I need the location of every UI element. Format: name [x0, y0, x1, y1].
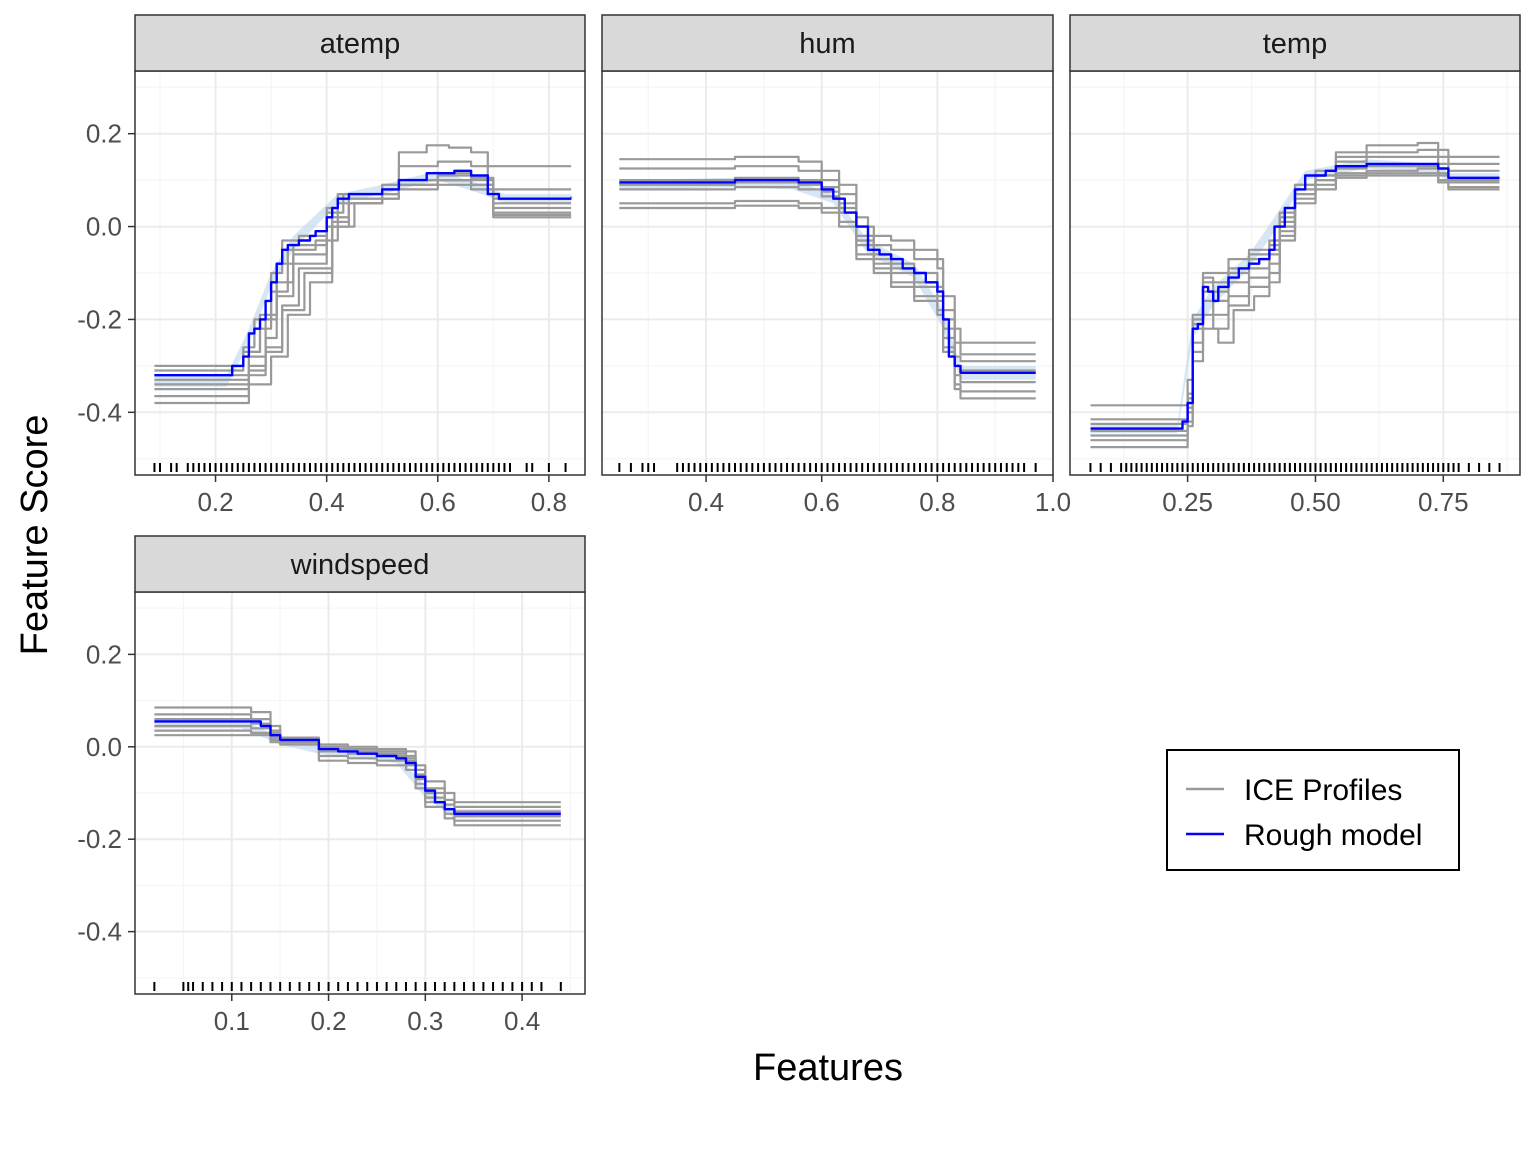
x-tick-label: 0.4 [309, 487, 345, 517]
y-axis-title: Feature Score [14, 415, 56, 656]
x-tick-label: 0.8 [531, 487, 567, 517]
plot-area-temp [1089, 141, 1501, 472]
ice-profile-line [1090, 174, 1500, 449]
ice-profile-line [154, 706, 561, 804]
y-tick-label: -0.2 [77, 304, 122, 334]
x-tick-label: 0.1 [214, 1006, 250, 1036]
facet-strip [134, 14, 586, 72]
x-tick-label: 0.50 [1290, 487, 1341, 517]
plot-area-windspeed [153, 706, 562, 991]
rough-model-line [619, 178, 1036, 374]
panel-windspeed: windspeed 0.1 0.2 0.3 0.4 0.2 0.0 -0.2 -0.4 [77, 535, 586, 1036]
x-tick-label: 0.25 [1162, 487, 1213, 517]
x-tick-label: 0.75 [1418, 487, 1469, 517]
x-tick-label: 0.6 [804, 487, 840, 517]
y-tick-label: 0.0 [86, 732, 122, 762]
facet-label-temp: temp [1263, 28, 1327, 60]
x-tick-label: 0.2 [310, 1006, 346, 1036]
legend-label-rough-model: Rough model [1244, 819, 1422, 852]
ice-profile-line [154, 713, 561, 808]
x-tick-label: 0.8 [919, 487, 955, 517]
x-axis-title: Features [753, 1047, 903, 1089]
x-tick-label: 1.0 [1035, 487, 1071, 517]
facet-strip [134, 535, 586, 593]
y-tick-label: 0.2 [86, 119, 122, 149]
x-tick-label: 0.4 [688, 487, 724, 517]
facet-label-windspeed: windspeed [290, 549, 430, 581]
y-tick-label: -0.2 [77, 824, 122, 854]
legend-label-ice-profiles: ICE Profiles [1244, 774, 1402, 807]
rough-model-line [154, 720, 561, 815]
y-tick-label: -0.4 [77, 397, 122, 427]
rough-model-line [1090, 162, 1500, 430]
x-tick-label: 0.4 [504, 1006, 540, 1036]
panel-atemp: atemp 0.2 0.4 0.6 0.8 0.2 0.0 -0.2 -0.4 [77, 14, 586, 517]
panels: atemp 0.2 0.4 0.6 0.8 0.2 0.0 -0.2 -0.4 hum 0.4 0.6… [77, 14, 1521, 1036]
y-tick-label: 0.0 [86, 212, 122, 242]
x-tick-label: 0.6 [420, 487, 456, 517]
y-tick-label: -0.4 [77, 917, 122, 947]
x-tick-label: 0.3 [407, 1006, 443, 1036]
x-tick-label: 0.2 [197, 487, 233, 517]
legend-box [1166, 749, 1460, 871]
y-tick-label: 0.2 [86, 639, 122, 669]
facet-label-hum: hum [799, 28, 855, 60]
panel-hum: hum 0.4 0.6 0.8 1.0 [601, 14, 1071, 517]
legend: ICE Profiles Rough model [1166, 749, 1460, 871]
facet-strip [601, 14, 1054, 72]
panel-temp: temp 0.25 0.50 0.75 [1069, 14, 1521, 517]
rough-model-line [154, 169, 572, 377]
facet-strip [1069, 14, 1521, 72]
ice-profile-line [154, 179, 572, 398]
plot-area-atemp [153, 144, 573, 472]
ice-profile-line [1090, 172, 1500, 442]
plot-area-hum [618, 155, 1037, 472]
facet-label-atemp: atemp [320, 28, 401, 60]
ice-profile-line [154, 183, 572, 405]
